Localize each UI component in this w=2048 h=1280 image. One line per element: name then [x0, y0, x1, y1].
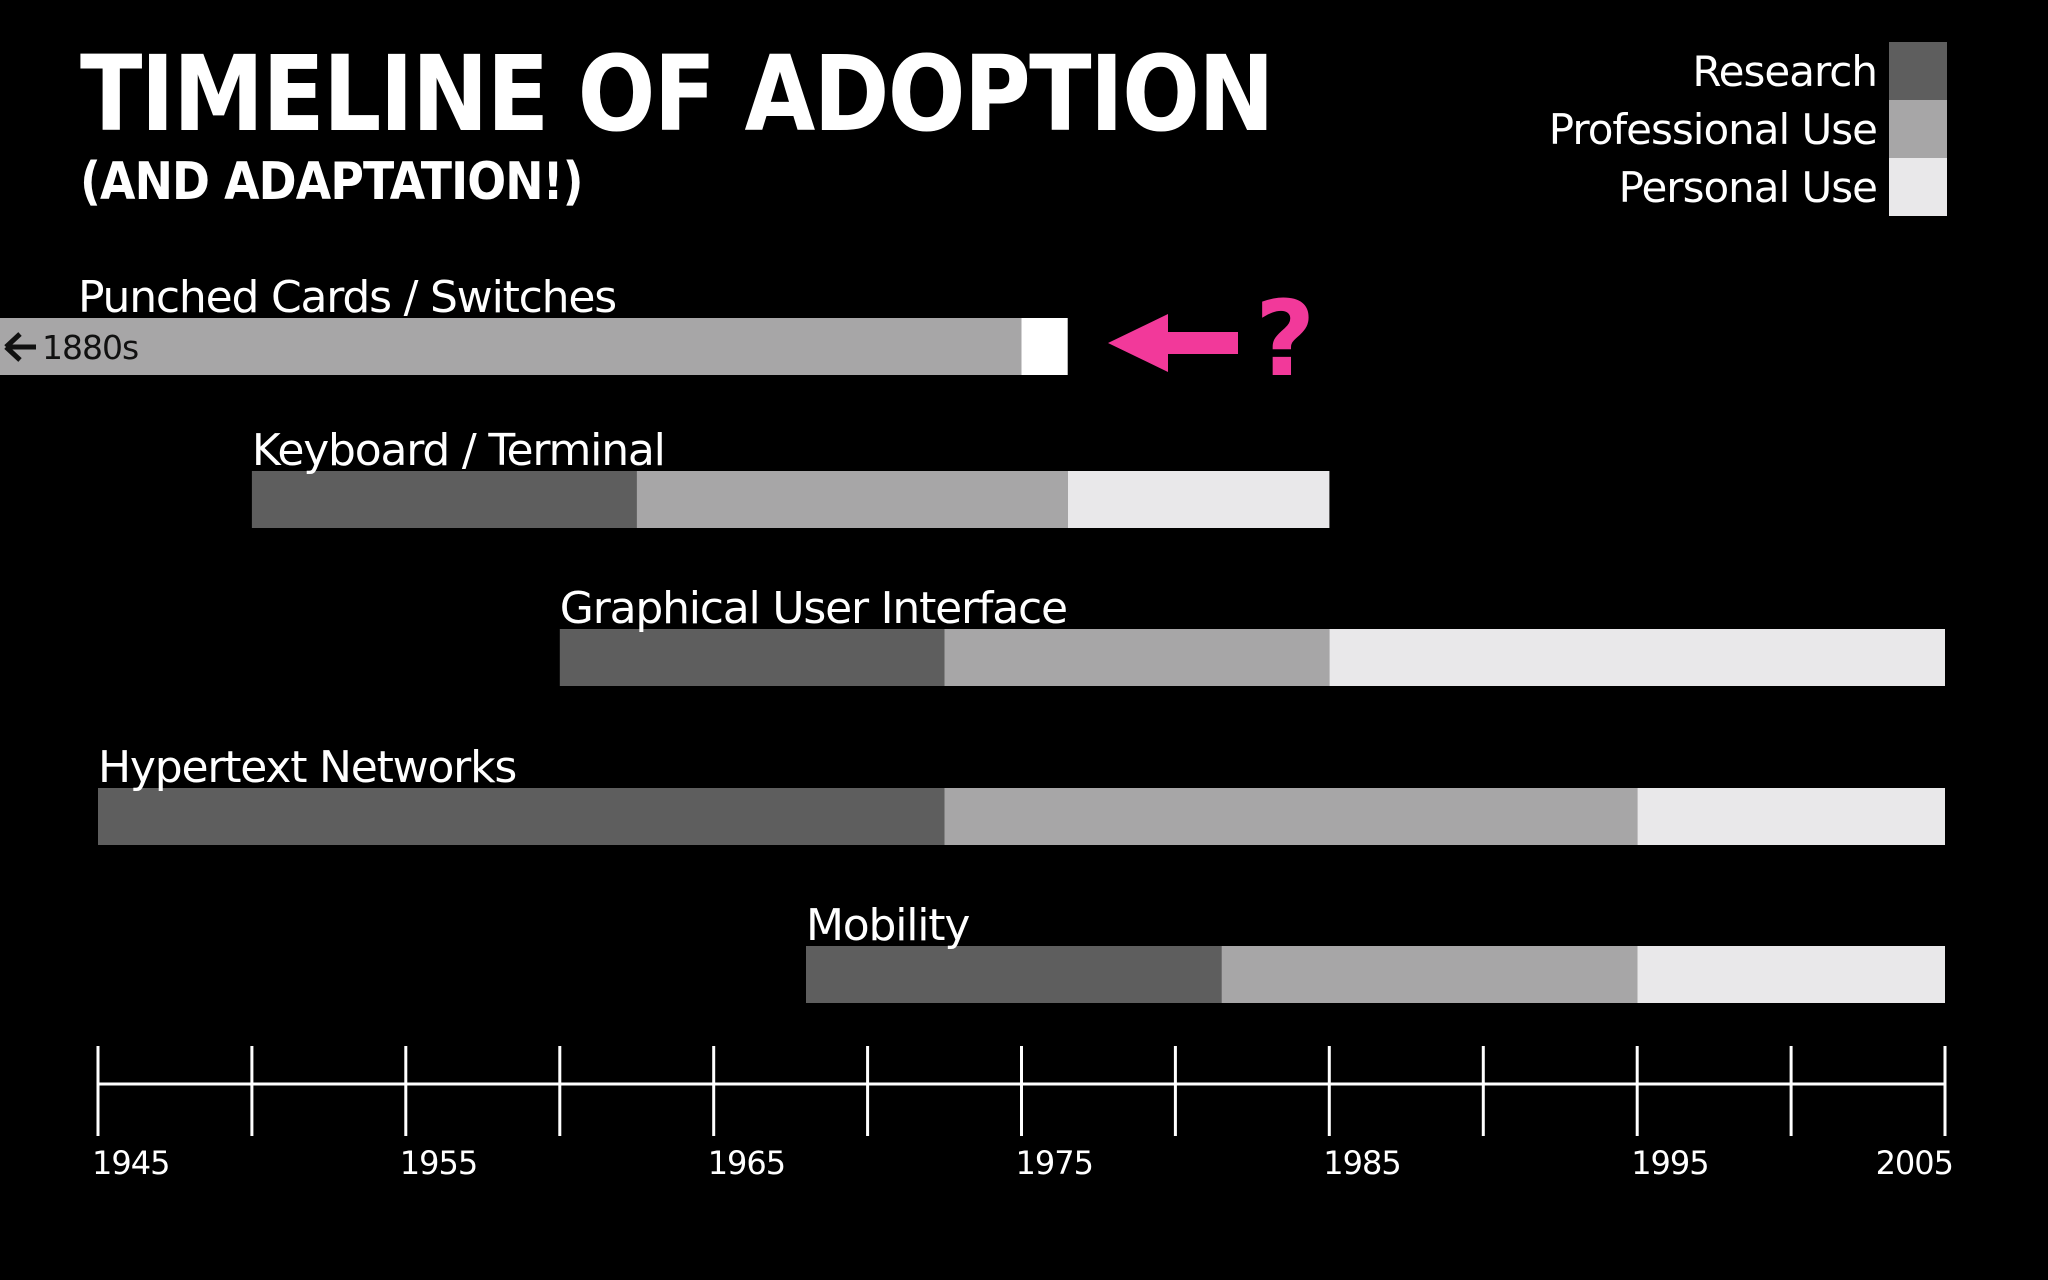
rows-layer: Punched Cards / Switches 1880s Keyboard / … — [0, 272, 1945, 1003]
legend-swatch-professional-use — [1889, 100, 1947, 158]
axis-tick-label: 1985 — [1323, 1144, 1400, 1182]
legend-label: Personal Use — [1618, 162, 1878, 212]
legend-swatch-research — [1889, 42, 1947, 100]
timeline-row-hypertext-networks: Hypertext Networks — [98, 742, 1945, 845]
question-mark-annotation: ? — [1255, 278, 1315, 400]
bar-segment-research — [559, 629, 945, 686]
axis-tick-label: 2005 — [1876, 1144, 1953, 1182]
bar-segment-research — [98, 788, 945, 845]
bar-segment-personal-use — [1067, 471, 1330, 528]
timeline-row-keyboard-terminal: Keyboard / Terminal — [251, 425, 1330, 528]
bar-segment-personal-use — [1637, 946, 1945, 1003]
bar-segment-personal-use — [1329, 629, 1945, 686]
row-label: Keyboard / Terminal — [252, 425, 665, 476]
legend-item-research: Research — [1549, 42, 1947, 100]
timeline-row-punched-cards-switches: Punched Cards / Switches 1880s — [0, 272, 1068, 375]
row-label: Graphical User Interface — [560, 583, 1067, 634]
bar-segment-professional-use — [944, 788, 1638, 845]
bar-segment-professional-use — [0, 318, 1022, 375]
legend: Research Professional Use Personal Use — [1549, 42, 1947, 216]
axis-tick-label: 1965 — [708, 1144, 785, 1182]
timeline-row-mobility: Mobility — [806, 900, 1945, 1003]
bar-segment-personal-use — [1021, 318, 1068, 375]
bar-segment-professional-use — [944, 629, 1330, 686]
legend-label: Research — [1692, 46, 1878, 96]
arrow-left-icon — [1108, 314, 1238, 372]
origin-label: 1880s — [42, 328, 138, 367]
legend-swatch-personal-use — [1889, 158, 1947, 216]
bar-segment-research — [806, 946, 1222, 1003]
row-label: Punched Cards / Switches — [78, 272, 616, 323]
origin-indicator: 1880s — [4, 328, 139, 367]
bar-segment-professional-use — [636, 471, 1068, 528]
legend-item-personal-use: Personal Use — [1549, 158, 1947, 216]
x-axis: 1945 1955 1965 1975 1985 1995 2005 — [92, 1046, 1954, 1182]
axis-tick-label: 1955 — [400, 1144, 477, 1182]
bar-segment-professional-use — [1221, 946, 1638, 1003]
row-label: Mobility — [806, 900, 969, 951]
axis-tick-label: 1975 — [1016, 1144, 1093, 1182]
chart-title: TIMELINE OF ADOPTION — [80, 33, 1275, 155]
annotation-layer: ? — [1108, 278, 1315, 400]
legend-item-professional-use: Professional Use — [1549, 100, 1947, 158]
arrow-left-icon — [4, 332, 36, 362]
axis-tick-label: 1995 — [1631, 1144, 1708, 1182]
bar-segment-personal-use — [1637, 788, 1945, 845]
bar-segment-research — [251, 471, 637, 528]
axis-tick-label: 1945 — [92, 1144, 169, 1182]
chart-subtitle: (AND ADAPTATION!) — [80, 152, 584, 212]
row-label: Hypertext Networks — [98, 742, 516, 793]
timeline-row-graphical-user-interface: Graphical User Interface — [559, 583, 1945, 686]
legend-label: Professional Use — [1548, 104, 1878, 154]
